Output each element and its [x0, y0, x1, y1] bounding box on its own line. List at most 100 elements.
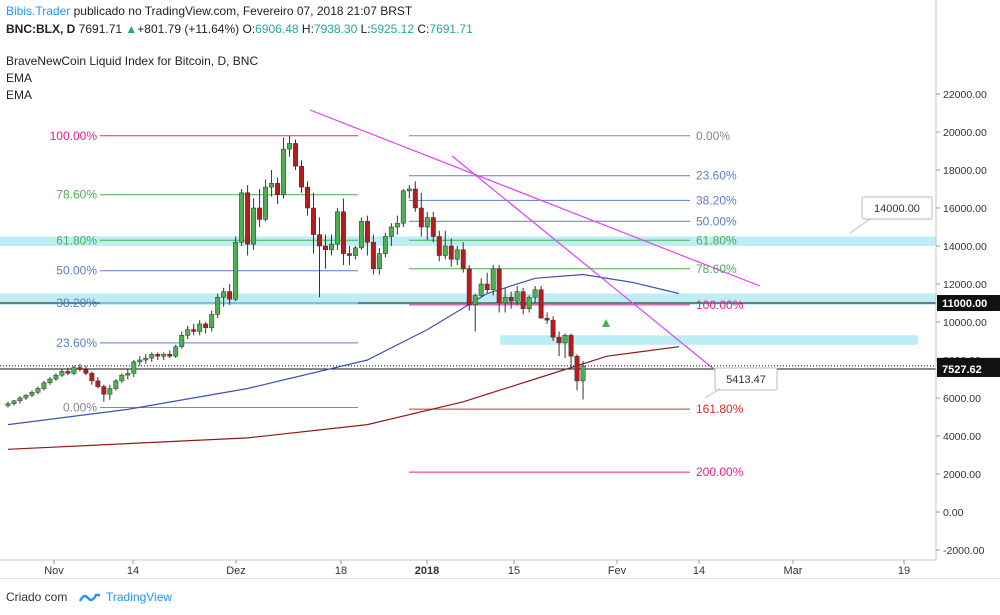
candle-body: [275, 183, 281, 195]
time-tick-label: Dez: [226, 565, 246, 577]
candle-body: [406, 188, 412, 192]
candle-body: [89, 373, 95, 382]
legend-title: BraveNewCoin Liquid Index for Bitcoin, D…: [6, 54, 259, 68]
time-tick-label: 2018: [415, 565, 439, 577]
candle-body: [287, 143, 292, 150]
candle-body: [47, 378, 53, 384]
candle-body: [239, 192, 245, 243]
legend-ema-2[interactable]: EMA: [6, 88, 33, 102]
candle-body: [185, 329, 191, 336]
fib-left-label: 23.60%: [56, 336, 97, 350]
time-tick-label: 19: [898, 565, 910, 577]
candlesticks: [5, 135, 610, 408]
candle-body: [59, 371, 65, 376]
candle-body: [293, 143, 298, 167]
callout-label: 5413.47: [726, 374, 766, 386]
candle-body: [167, 354, 173, 357]
candle-body: [227, 291, 233, 300]
ema-lines: [7, 273, 680, 450]
candle-body: [173, 346, 179, 357]
fib-left-label: 50.00%: [56, 264, 97, 278]
price-tick-label: 10000.00: [943, 317, 987, 329]
signal-arrow-icon: [602, 319, 610, 327]
candle-body: [71, 367, 77, 374]
legend-ema-1[interactable]: EMA: [6, 71, 33, 85]
open-label: O:: [242, 22, 256, 36]
candle-body: [508, 297, 514, 302]
candle-body: [568, 335, 574, 357]
last-price: 7691.71: [78, 22, 123, 36]
candle-body: [538, 289, 544, 319]
time-axis[interactable]: Nov 14 Dez 18 2018 15 Fev 14 Mar 19: [0, 559, 936, 577]
candle-body: [490, 268, 496, 290]
created-with-label: Criado com: [6, 590, 68, 604]
price-badge-bg: [937, 295, 1000, 311]
candle-body: [484, 283, 490, 290]
candle-body: [382, 236, 388, 254]
fib-right-label: 23.60%: [696, 169, 737, 183]
ema-slow-line: [7, 346, 679, 450]
candle-body: [472, 295, 478, 306]
candle-body: [520, 291, 526, 309]
candle-body: [101, 386, 107, 395]
callout-pointer: [704, 388, 721, 399]
fib-left-label: 78.60%: [56, 188, 97, 202]
candle-body: [11, 400, 17, 404]
candle-body: [394, 222, 400, 228]
change-value: +801.79 (+11.64%): [137, 22, 240, 36]
candle-body: [95, 380, 101, 387]
candle-body: [460, 249, 466, 270]
callout-label: 14000.00: [874, 203, 920, 215]
callout-box: [714, 367, 778, 391]
candle-body: [317, 234, 322, 247]
fib-left-label: 100.00%: [50, 129, 98, 143]
candle-body: [191, 329, 197, 332]
low-label: L:: [360, 22, 371, 36]
symbol-label: BNC:BLX, D: [6, 22, 76, 36]
time-tick-label: 18: [335, 565, 347, 577]
tradingview-logo-icon: [78, 593, 100, 602]
candle-body: [352, 247, 358, 256]
candle-body: [251, 207, 257, 245]
publisher-name[interactable]: Bibis.Trader: [6, 4, 71, 18]
price-tick-label: 20000.00: [943, 127, 987, 139]
price-axis[interactable]: -2000.000.002000.004000.006000.008000.00…: [935, 0, 987, 560]
candle-body: [496, 268, 502, 304]
change-up-icon: ▲: [125, 22, 138, 36]
resistance-zone-14000: [0, 236, 936, 246]
candle-body: [137, 359, 143, 363]
close-value: 7691.71: [429, 22, 473, 36]
candle-body: [526, 297, 532, 309]
support-zone-9000: [500, 335, 918, 345]
price-tick-label: 0.00: [943, 507, 964, 519]
candle-body: [323, 245, 328, 251]
candle-body: [454, 249, 460, 260]
candle-body: [215, 297, 221, 315]
candle-body: [580, 365, 586, 382]
candle-body: [556, 336, 562, 344]
tradingview-link[interactable]: TradingView: [106, 590, 173, 604]
high-label: H:: [301, 22, 314, 36]
candle-body: [209, 314, 215, 328]
candle-body: [131, 361, 137, 374]
candle-body: [107, 388, 113, 395]
candle-body: [448, 245, 454, 260]
candle-body: [83, 369, 89, 374]
candle-body: [65, 371, 71, 374]
callout-pointer: [849, 218, 871, 234]
price-tick-label: 18000.00: [943, 165, 987, 177]
trendline-upper: [309, 109, 761, 287]
price-badges: 11000.007691.717527.62: [937, 295, 1000, 377]
fib-right-label: 200.00%: [696, 465, 744, 479]
candle-body: [305, 186, 310, 209]
ohlc-line: BNC:BLX, D 7691.71 ▲+801.79 (+11.64%) O:…: [6, 22, 473, 36]
candle-body: [179, 335, 185, 347]
candle-body: [346, 253, 352, 256]
price-tick-label: 14000.00: [943, 241, 987, 253]
candle-body: [412, 188, 418, 209]
candle-body: [532, 289, 538, 298]
candle-body: [269, 183, 275, 188]
candle-body: [574, 355, 580, 382]
price-badge-label: 11000.00: [942, 298, 987, 310]
